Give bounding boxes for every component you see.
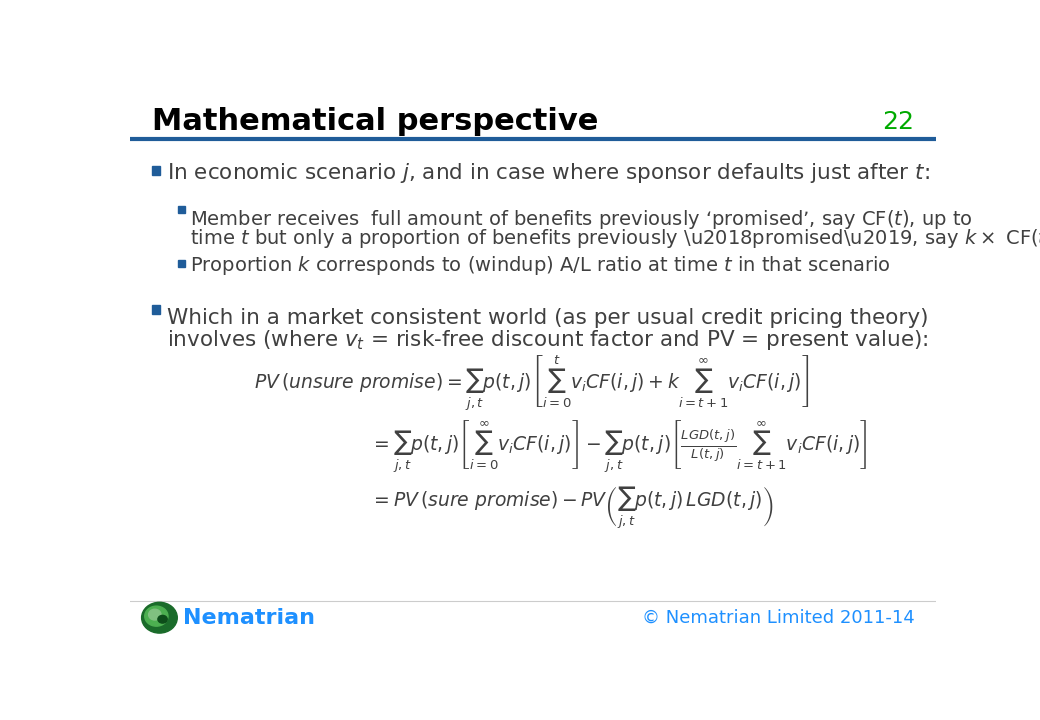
Ellipse shape: [145, 606, 168, 626]
Bar: [178, 260, 185, 266]
Text: Member receives  full amount of benefits previously ‘promised’, say CF($t$), up : Member receives full amount of benefits …: [190, 208, 973, 231]
Bar: [152, 305, 160, 313]
Text: involves (where $v_t$ = risk-free discount factor and PV = present value):: involves (where $v_t$ = risk-free discou…: [167, 328, 929, 352]
Text: $PV\,(unsure\ promise) = \sum_{j,t} p\left(t,j\right)\left[\sum_{i=0}^{t} v_i CF: $PV\,(unsure\ promise) = \sum_{j,t} p\le…: [254, 353, 809, 413]
Bar: [178, 206, 185, 212]
Text: Nematrian: Nematrian: [183, 608, 315, 628]
Ellipse shape: [158, 616, 167, 623]
Ellipse shape: [141, 603, 177, 633]
Ellipse shape: [149, 609, 161, 620]
Text: 22: 22: [882, 110, 914, 134]
Text: Mathematical perspective: Mathematical perspective: [152, 107, 598, 136]
Text: In economic scenario $j$, and in case where sponsor defaults just after $t$:: In economic scenario $j$, and in case wh…: [167, 161, 930, 184]
Text: time $t$ but only a proportion of benefits previously \u2018promised\u2019, say : time $t$ but only a proportion of benefi…: [190, 227, 1040, 250]
Text: $= PV\,(sure\ promise) - PV\left(\sum_{j,t} p\left(t,j\right)\,LGD\left(t,j\righ: $= PV\,(sure\ promise) - PV\left(\sum_{j…: [370, 485, 774, 531]
Text: $= \sum_{j,t} p\left(t,j\right)\left[\sum_{i=0}^{\infty} v_i CF\left(i,j\right)\: $= \sum_{j,t} p\left(t,j\right)\left[\su…: [370, 418, 867, 475]
Text: Which in a market consistent world (as per usual credit pricing theory): Which in a market consistent world (as p…: [167, 308, 929, 328]
Text: © Nematrian Limited 2011-14: © Nematrian Limited 2011-14: [642, 608, 914, 626]
Text: Proportion $k$ corresponds to (windup) A/L ratio at time $t$ in that scenario: Proportion $k$ corresponds to (windup) A…: [190, 253, 891, 276]
Bar: [152, 166, 160, 175]
